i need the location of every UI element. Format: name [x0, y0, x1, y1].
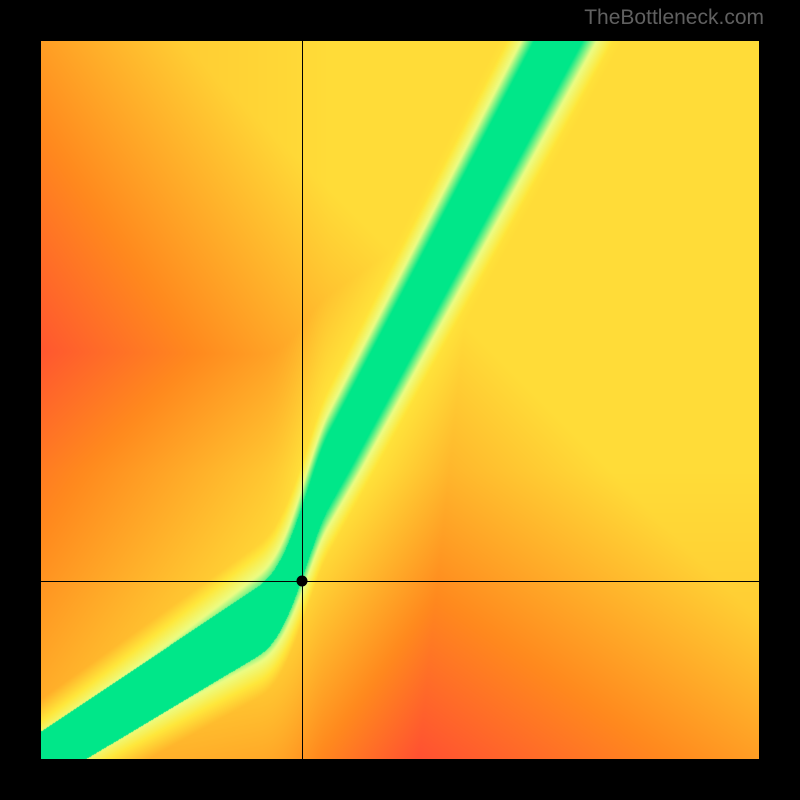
heatmap-canvas: [41, 41, 759, 759]
crosshair-horizontal: [41, 581, 759, 582]
watermark-label: TheBottleneck.com: [584, 6, 764, 30]
heatmap-plot-area: [41, 41, 759, 759]
crosshair-marker[interactable]: [297, 575, 308, 586]
crosshair-vertical: [302, 41, 303, 759]
